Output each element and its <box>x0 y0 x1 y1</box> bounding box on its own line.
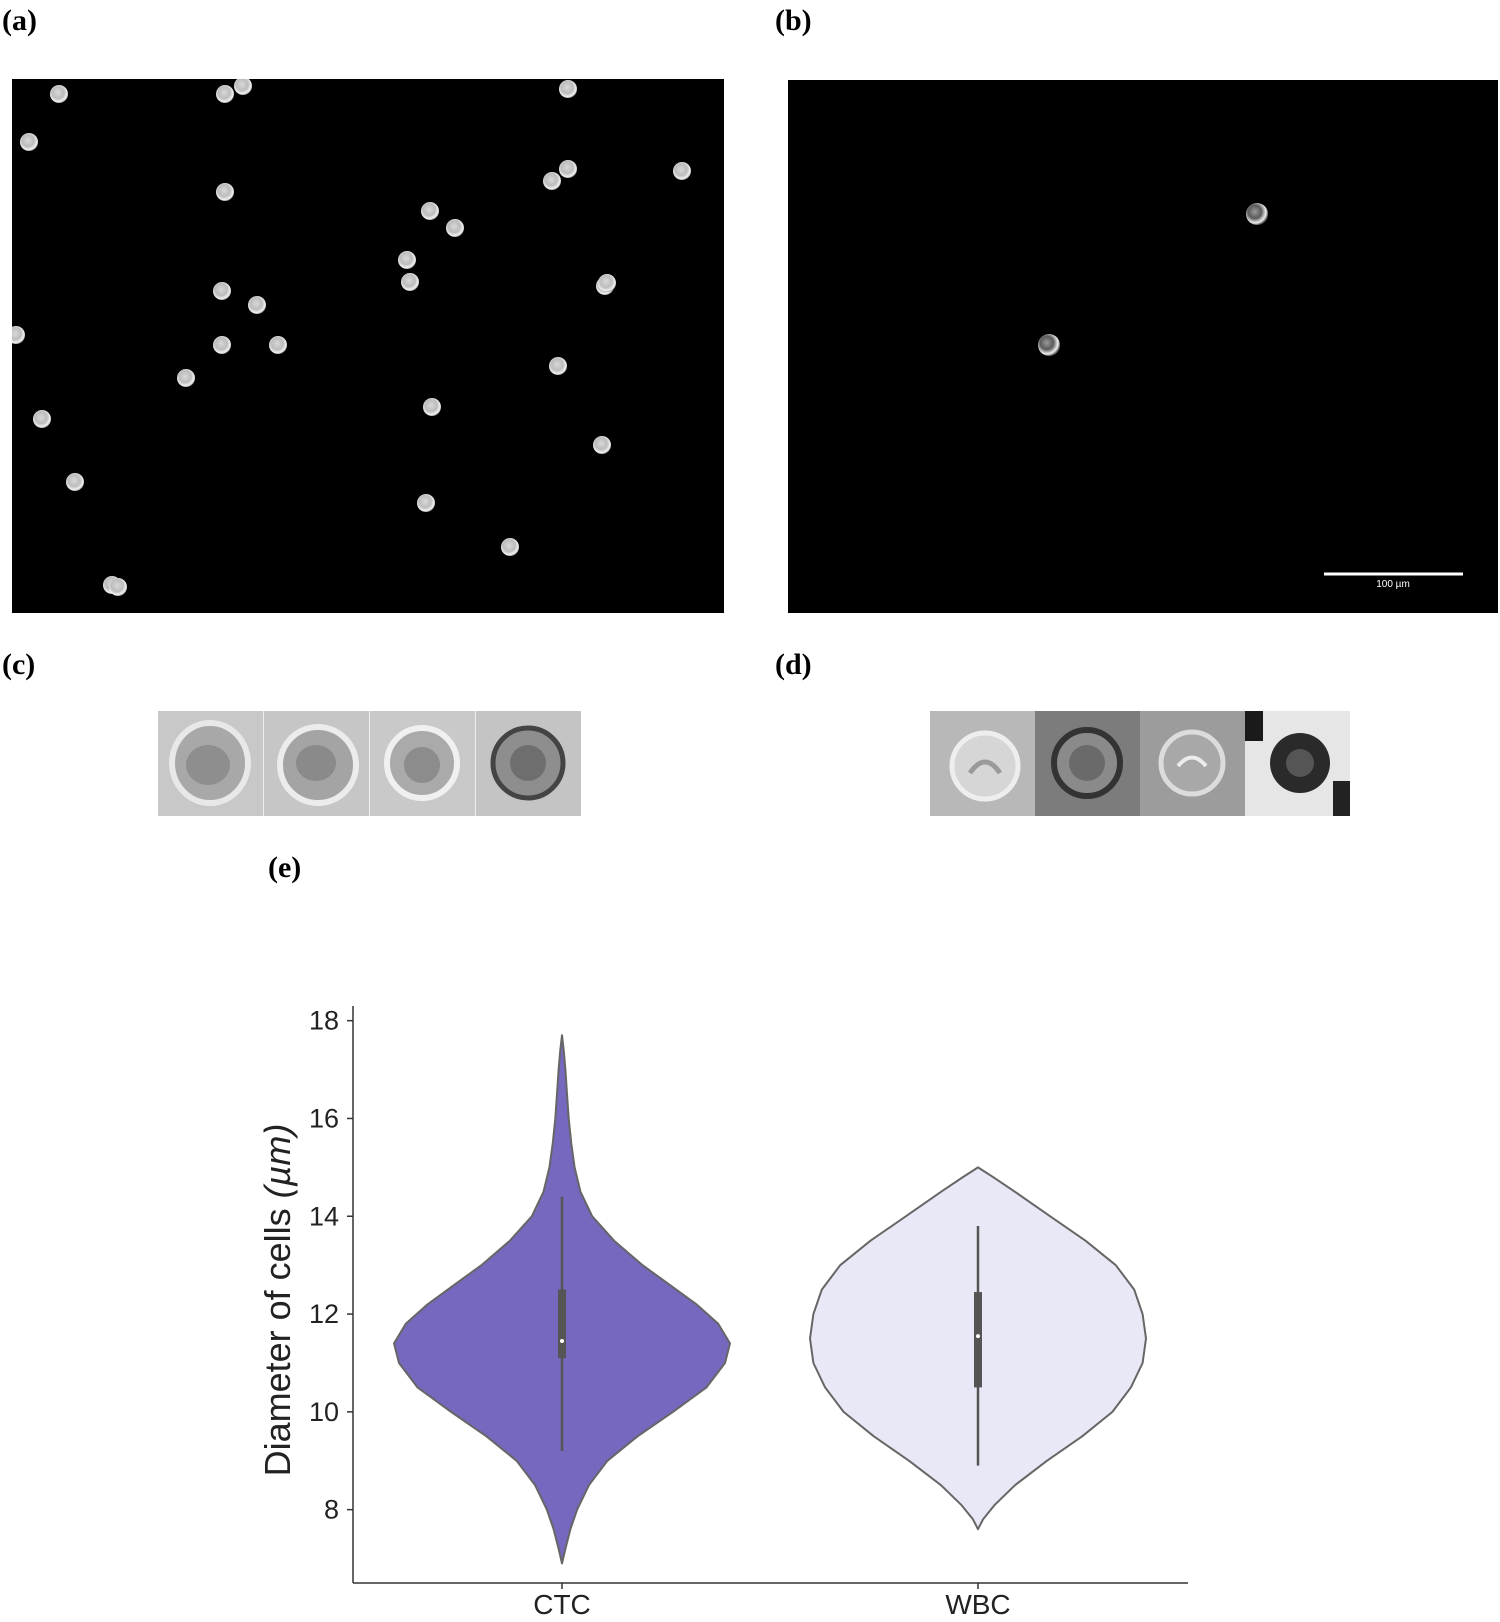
ctc-cell <box>66 473 84 491</box>
x-tick-label: WBC <box>945 1589 1010 1617</box>
ctc-cell <box>50 85 68 103</box>
ctc-cell <box>501 538 519 556</box>
panel-label-c: (c) <box>2 648 36 681</box>
violin-chart-svg: 8 10 12 14 16 18 CTC WBC Diameter of cells (µm) <box>257 1006 1188 1620</box>
wbc-thumbnail <box>1035 711 1140 816</box>
ctc-thumbnail <box>475 711 581 816</box>
ctc-cell <box>598 274 616 292</box>
iqr-box-ctc <box>558 1289 566 1359</box>
median-dot-ctc <box>560 1338 564 1343</box>
y-tick-label: 12 <box>309 1299 339 1329</box>
wbc-cell <box>1038 334 1060 356</box>
ctc-cell <box>12 326 25 344</box>
wbc-cells-image: 100 µm <box>1038 203 1463 590</box>
x-tick-label: CTC <box>533 1589 591 1617</box>
micrograph-wbc: 100 µm <box>788 80 1498 613</box>
ctc-cell <box>421 202 439 220</box>
wbc-thumbnail <box>1245 711 1350 816</box>
panel-label-e: (e) <box>268 851 302 884</box>
ctc-cell <box>248 296 266 314</box>
panel-label-a: (a) <box>2 4 37 37</box>
ctc-cell <box>401 273 419 291</box>
wbc-thumbnail <box>930 711 1035 816</box>
ctc-cell <box>177 369 195 387</box>
ctc-cell <box>213 282 231 300</box>
y-axis-label: Diameter of cells (µm) <box>257 1124 298 1477</box>
ctc-cell <box>398 251 416 269</box>
ctc-cell <box>213 336 231 354</box>
micrograph-ctc <box>12 79 724 613</box>
ctc-cell <box>559 160 577 178</box>
iqr-box-wbc <box>974 1292 982 1388</box>
ctc-cell <box>446 219 464 237</box>
y-tick-label: 10 <box>309 1397 339 1427</box>
ctc-thumbnail <box>369 711 475 816</box>
panel-label-b: (b) <box>775 4 812 37</box>
ctc-cell <box>20 133 38 151</box>
violin-chart: 8 10 12 14 16 18 CTC WBC Diameter of cells (µm) <box>0 960 1500 1620</box>
ctc-cells-image <box>12 79 691 596</box>
ctc-cell <box>33 410 51 428</box>
ctc-cell <box>216 85 234 103</box>
ctc-thumbnail-strip <box>158 711 581 816</box>
ctc-cell <box>423 398 441 416</box>
ctc-cell <box>269 336 287 354</box>
ctc-cell <box>549 357 567 375</box>
ctc-cell <box>559 80 577 98</box>
ctc-cell <box>543 172 561 190</box>
y-tick-label: 16 <box>309 1103 339 1133</box>
ctc-cell <box>593 436 611 454</box>
wbc-thumbnail-strip <box>930 711 1350 816</box>
scale-bar-label: 100 µm <box>1376 579 1410 590</box>
ctc-thumbnail <box>158 711 263 816</box>
y-tick-label: 8 <box>324 1495 339 1525</box>
wbc-thumbnail <box>1140 711 1245 816</box>
median-dot-wbc <box>976 1334 980 1339</box>
y-tick-label: 18 <box>309 1006 339 1036</box>
ctc-thumbnail <box>263 711 369 816</box>
ctc-cell <box>673 162 691 180</box>
ctc-cell <box>216 183 234 201</box>
wbc-cell <box>1246 203 1268 225</box>
y-tick-label: 14 <box>309 1201 339 1231</box>
ctc-cell <box>109 578 127 596</box>
ctc-cell <box>234 79 252 95</box>
panel-label-d: (d) <box>775 648 812 681</box>
ctc-cell <box>417 494 435 512</box>
